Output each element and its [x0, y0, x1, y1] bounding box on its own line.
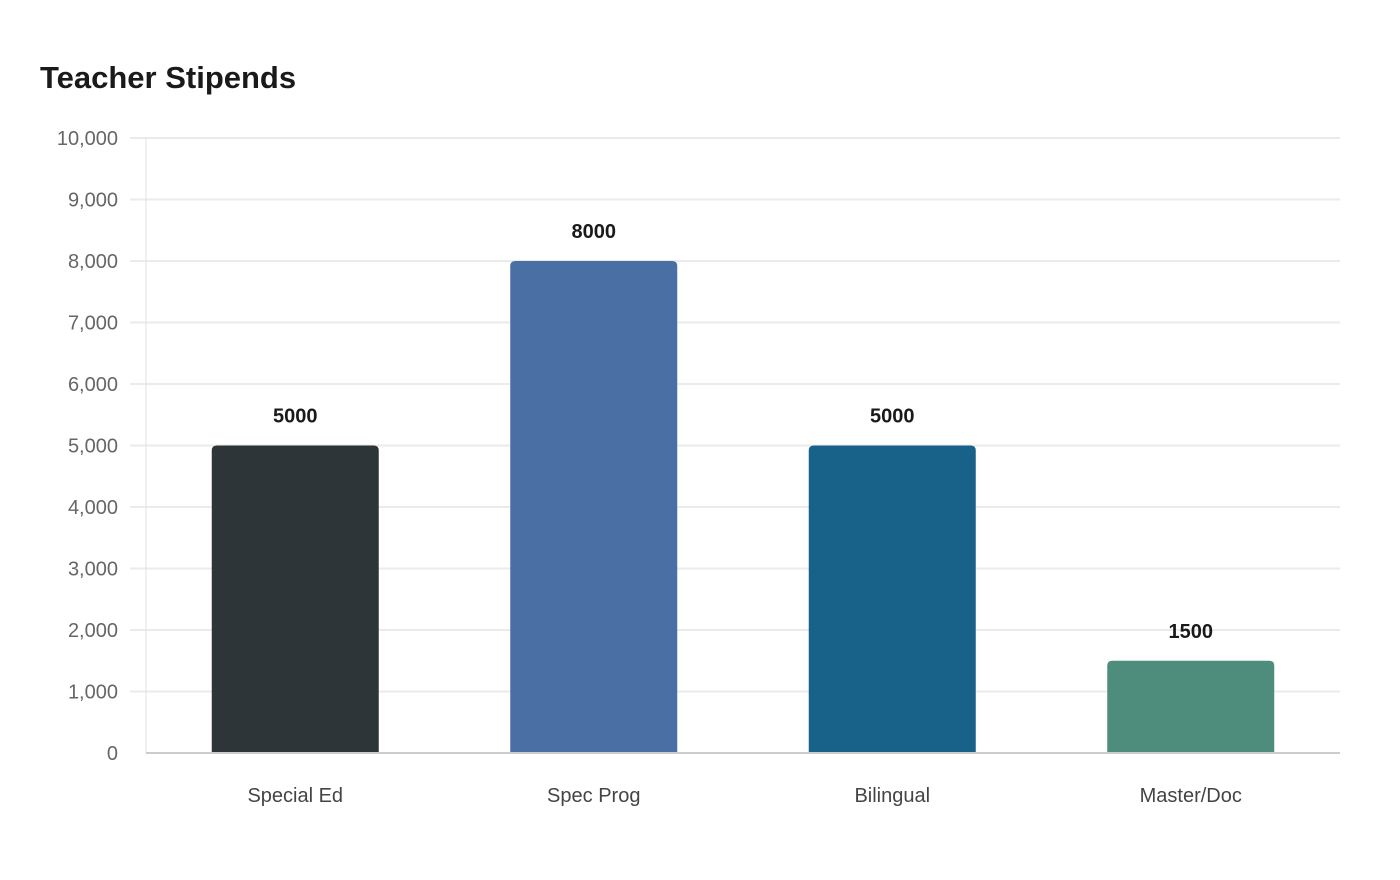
y-tick-label: 4,000 [68, 497, 118, 519]
y-tick-label: 5,000 [68, 436, 118, 458]
bar-value-label: 8000 [572, 221, 617, 243]
bars: 5000 8000 5000 1500 [211, 221, 1275, 754]
y-tick-label: 6,000 [68, 374, 118, 396]
x-tick-label: Master/Doc [1140, 785, 1242, 807]
x-tick-label: Spec Prog [547, 785, 640, 807]
bar-special-ed[interactable] [211, 445, 379, 754]
bar-spec-prog[interactable] [510, 261, 678, 753]
bar-value-label: 5000 [870, 406, 915, 428]
y-tick-label: 0 [107, 743, 118, 765]
bar-bilingual[interactable] [808, 445, 976, 754]
y-tick-label: 10,000 [57, 128, 118, 150]
bar-value-label: 1500 [1169, 621, 1214, 643]
x-tick-label: Bilingual [854, 785, 930, 807]
y-tick-label: 8,000 [68, 251, 118, 273]
y-tick-label: 2,000 [68, 620, 118, 642]
y-axis: 0 1,000 2,000 3,000 4,000 5,000 6,000 7,000 8,00… [57, 128, 147, 765]
chart-title: Teacher Stipends [40, 60, 297, 95]
x-tick-label: Special Ed [247, 785, 343, 807]
y-tick-label: 9,000 [68, 190, 118, 212]
x-axis: Special Ed Spec Prog Bilingual Master/Doc [146, 752, 1340, 807]
bar-master-doc[interactable] [1107, 660, 1275, 753]
y-tick-label: 1,000 [68, 682, 118, 704]
y-tick-label: 3,000 [68, 559, 118, 581]
y-tick-label: 7,000 [68, 313, 118, 335]
bar-value-label: 5000 [273, 406, 318, 428]
